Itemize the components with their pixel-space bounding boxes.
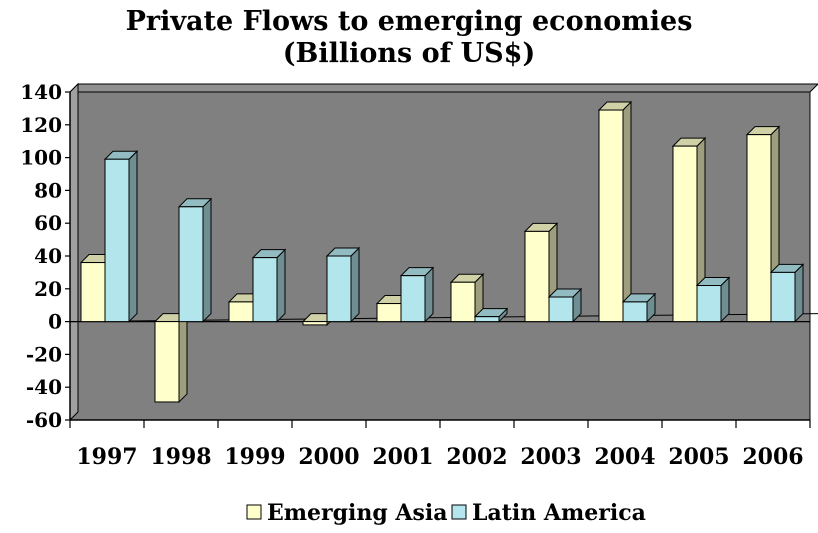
x-tick-label: 2002	[446, 444, 507, 470]
bar-latin-america-2005	[695, 276, 731, 323]
chart-title: Private Flows to emerging economies (Bil…	[0, 6, 818, 70]
x-tick-label: 2004	[594, 444, 655, 470]
bar-latin-america-1998	[177, 197, 213, 323]
bar-latin-america-2002	[473, 307, 509, 323]
bar-latin-america-2006	[769, 263, 805, 323]
legend-item-emerging-asia: Emerging Asia	[246, 500, 447, 526]
bar-emerging-asia-2004	[597, 100, 633, 323]
bar-latin-america-2004	[621, 292, 657, 323]
y-tick-label: 100	[20, 146, 62, 170]
bar-emerging-asia-1998	[153, 312, 189, 404]
bar-latin-america-2001	[399, 266, 435, 323]
bar-latin-america-2000	[325, 246, 361, 323]
y-tick-label: -20	[26, 342, 62, 366]
plot-top-edge	[68, 83, 818, 93]
chart-title-line: Private Flows to emerging economies	[125, 6, 693, 37]
x-tick-label: 1999	[224, 444, 285, 470]
x-tick-label: 2006	[742, 444, 803, 470]
bar-emerging-asia-2002	[449, 273, 485, 323]
x-tick-label: 2000	[298, 444, 359, 470]
y-tick-label: 60	[34, 211, 62, 235]
legend-label: Latin America	[472, 500, 646, 526]
bar-latin-america-2003	[547, 287, 583, 323]
y-tick-label: 40	[34, 244, 62, 268]
bar-emerging-asia-2005	[671, 136, 707, 323]
x-tick-label: 1997	[76, 444, 137, 470]
x-tick-label: 2005	[668, 444, 729, 470]
bar-latin-america-1999	[251, 248, 287, 323]
y-tick-label: -40	[26, 375, 62, 399]
y-tick-label: 0	[48, 310, 62, 334]
bar-latin-america-1997	[103, 150, 139, 323]
chart-subtitle-line: (Billions of US$)	[282, 38, 536, 69]
x-tick-label: 2003	[520, 444, 581, 470]
legend-swatch	[451, 504, 467, 520]
y-tick-label: 20	[34, 277, 62, 301]
y-tick-label: 120	[20, 113, 62, 137]
y-tick-label: 140	[20, 80, 62, 104]
plot-side-wall	[69, 82, 79, 422]
x-tick-label: 2001	[372, 444, 433, 470]
y-tick-label: 80	[34, 178, 62, 202]
legend-swatch	[246, 504, 262, 520]
x-tick-label: 1998	[150, 444, 211, 470]
legend-label: Emerging Asia	[267, 500, 447, 526]
y-tick-label: -60	[26, 408, 62, 432]
legend-item-latin-america: Latin America	[451, 500, 646, 526]
